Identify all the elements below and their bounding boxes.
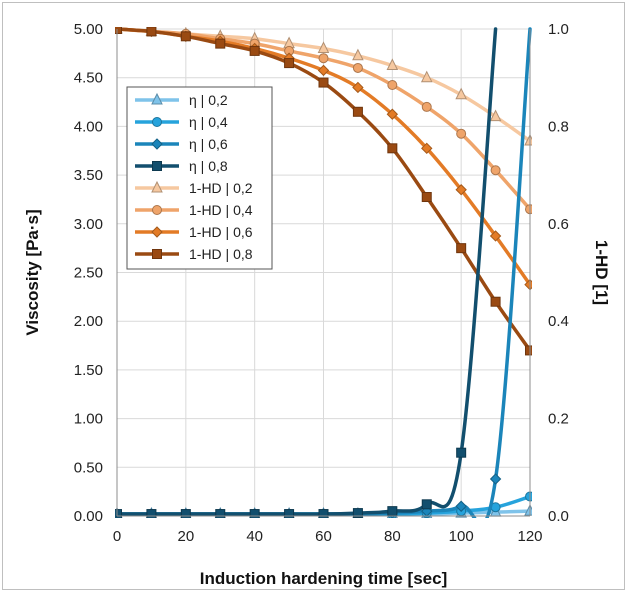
- legend-label: η | 0,2: [189, 92, 228, 108]
- data-point: [490, 296, 501, 307]
- legend-item: 1-HD | 0,4: [135, 202, 253, 218]
- legend-item: η | 0,6: [135, 136, 228, 152]
- y-axis-title: Viscosity [Pa·s]: [23, 209, 42, 335]
- data-point: [284, 58, 295, 69]
- y-tick-label: 3.50: [74, 167, 103, 184]
- data-point: [421, 101, 432, 112]
- data-point: [215, 509, 226, 518]
- data-point: [180, 509, 191, 518]
- data-point: [146, 27, 157, 37]
- data-point: [489, 230, 502, 242]
- data-point: [387, 506, 398, 517]
- y-tick-label: 3.00: [74, 216, 103, 233]
- legend-item: 1-HD | 0,8: [135, 246, 253, 262]
- legend-label: η | 0,4: [189, 114, 228, 130]
- legend-item: η | 0,4: [135, 114, 228, 130]
- legend: η | 0,2 η | 0,4 η | 0,6 η | 0,8 1-HD | 0,2 1-…: [126, 86, 273, 270]
- y-tick-label: 1.00: [74, 411, 103, 428]
- data-point: [215, 38, 226, 49]
- data-point: [146, 509, 157, 518]
- data-point: [317, 64, 330, 77]
- y-tick-label: 1.50: [74, 362, 103, 379]
- legend-marker: [152, 117, 162, 127]
- x-tick-label: 100: [449, 528, 474, 545]
- legend-label: 1-HD | 0,4: [189, 202, 253, 218]
- x-tick-label: 40: [246, 528, 263, 545]
- y-tick-label: 4.00: [74, 118, 103, 135]
- data-point: [249, 45, 260, 56]
- data-point: [352, 106, 363, 117]
- data-point: [456, 447, 467, 458]
- data-point: [456, 128, 467, 139]
- data-point: [318, 509, 329, 518]
- y2-tick-label: 0.4: [548, 313, 569, 330]
- data-point: [421, 142, 433, 155]
- x-tick-label: 60: [315, 528, 332, 545]
- y-tick-label: 4.50: [74, 70, 103, 87]
- y2-axis-title: 1-HD [1]: [592, 240, 611, 305]
- data-point: [386, 108, 399, 120]
- legend-label: 1-HD | 0,6: [189, 224, 253, 240]
- y-tick-label: 0.00: [74, 508, 103, 525]
- legend-label: η | 0,6: [189, 136, 228, 152]
- y2-tick-label: 0.8: [548, 118, 569, 135]
- legend-label: 1-HD | 0,8: [189, 246, 253, 262]
- data-point: [386, 58, 399, 71]
- data-point: [180, 31, 191, 42]
- data-point: [387, 80, 398, 91]
- y-tick-label: 2.50: [74, 265, 103, 282]
- data-point: [352, 81, 364, 94]
- x-axis-title: Induction hardening time [sec]: [200, 569, 447, 588]
- data-point: [489, 473, 502, 485]
- series-group: [115, 27, 532, 356]
- legend-item: η | 0,2: [135, 92, 228, 108]
- legend-label: η | 0,8: [189, 158, 228, 174]
- x-tick-label: 80: [384, 528, 401, 545]
- legend-marker: [152, 205, 162, 215]
- data-point: [249, 509, 260, 518]
- y2-tick-label: 0.0: [548, 508, 569, 525]
- legend-item: 1-HD | 0,6: [135, 224, 253, 240]
- x-tick-label: 120: [517, 528, 542, 545]
- y-tick-label: 0.50: [74, 459, 103, 476]
- y2-tick-label: 0.6: [548, 216, 569, 233]
- data-point: [421, 499, 432, 510]
- data-point: [352, 508, 363, 518]
- y-tick-label: 5.00: [74, 21, 103, 38]
- legend-marker: [152, 249, 162, 259]
- data-point: [455, 500, 467, 512]
- y2-tick-label: 1.0: [548, 21, 569, 38]
- y-tick-label: 2.00: [74, 313, 103, 330]
- legend-item: η | 0,8: [135, 158, 228, 174]
- data-point: [421, 192, 432, 203]
- data-point: [455, 184, 467, 196]
- data-point: [489, 109, 502, 122]
- data-point: [455, 87, 467, 100]
- data-point: [317, 41, 330, 53]
- legend-marker: [151, 92, 163, 105]
- legend-marker: [151, 138, 163, 150]
- legend-marker: [151, 180, 163, 193]
- data-point: [352, 62, 363, 73]
- data-point: [420, 70, 433, 83]
- legend-label: 1-HD | 0,2: [189, 180, 253, 196]
- legend-marker: [151, 226, 163, 238]
- data-point: [352, 48, 364, 61]
- data-point: [456, 243, 467, 254]
- legend-item: 1-HD | 0,2: [135, 180, 253, 196]
- data-point: [318, 53, 329, 64]
- x-tick-label: 20: [177, 528, 194, 545]
- data-point: [318, 77, 329, 88]
- x-tick-label: 0: [113, 528, 121, 545]
- data-point: [490, 165, 501, 176]
- y2-tick-label: 0.2: [548, 411, 569, 428]
- data-point: [284, 509, 295, 518]
- legend-box: [126, 86, 273, 270]
- legend-marker: [152, 161, 162, 171]
- data-point: [387, 143, 398, 154]
- series-group: [115, 27, 498, 518]
